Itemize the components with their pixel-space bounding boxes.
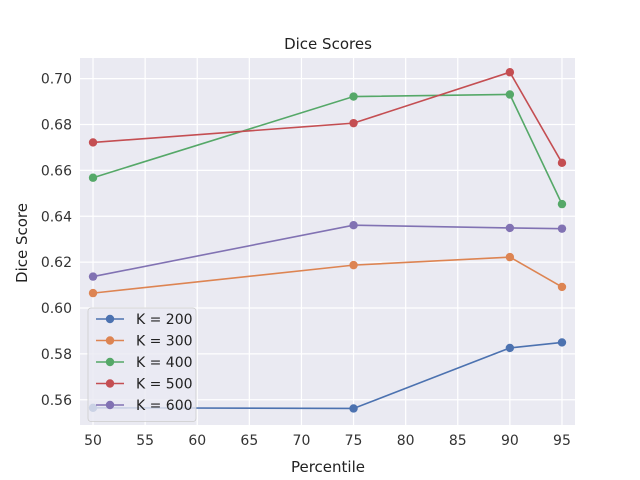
series-line xyxy=(92,71,563,164)
legend-marker xyxy=(105,314,115,324)
y-tick-label: 0.66 xyxy=(41,163,72,179)
y-tick-label: 0.58 xyxy=(41,347,72,363)
y-tick-label: 0.62 xyxy=(41,255,72,271)
x-tick-label: 55 xyxy=(136,433,154,449)
series-4 xyxy=(88,68,567,168)
data-point xyxy=(349,92,358,101)
legend-item: K = 500 xyxy=(96,377,193,393)
legend-marker xyxy=(105,379,115,388)
legend-marker xyxy=(105,357,115,367)
legend-box xyxy=(87,307,197,422)
chart-title: Dice Scores xyxy=(284,35,372,53)
legend-marker xyxy=(105,336,115,345)
series-3 xyxy=(88,90,567,209)
x-axis-ticks: 50 55 60 65 70 75 80 85 90 95 xyxy=(84,433,571,449)
x-tick-label: 80 xyxy=(397,433,415,449)
series-2 xyxy=(88,252,567,298)
data-point xyxy=(557,199,567,209)
y-axis-ticks: 0.56 0.58 0.60 0.62 0.64 0.66 0.68 0.70 xyxy=(41,72,72,409)
data-point xyxy=(557,338,567,347)
legend-label: K = 500 xyxy=(136,377,193,393)
legend: K = 200 K = 300 K = 400 K = 500 K = 600 xyxy=(87,307,197,422)
legend-item: K = 400 xyxy=(96,355,193,371)
data-point xyxy=(505,223,515,233)
x-tick-label: 50 xyxy=(84,433,102,449)
data-point xyxy=(349,118,358,128)
y-tick-label: 0.68 xyxy=(41,118,72,134)
data-point xyxy=(349,260,358,270)
data-point xyxy=(505,90,515,99)
series-line xyxy=(92,93,563,205)
x-tick-label: 90 xyxy=(501,433,519,449)
legend-label: K = 200 xyxy=(136,312,193,328)
legend-label: K = 600 xyxy=(136,398,193,414)
series-line xyxy=(92,224,562,278)
data-point xyxy=(88,272,98,281)
data-point xyxy=(349,221,358,230)
x-axis-label: Percentile xyxy=(291,458,365,476)
y-tick-label: 0.56 xyxy=(41,393,72,409)
series-line xyxy=(92,256,563,294)
x-tick-label: 60 xyxy=(188,433,206,449)
y-tick-label: 0.70 xyxy=(41,72,72,88)
legend-item: K = 600 xyxy=(96,398,193,414)
legend-label: K = 400 xyxy=(136,355,193,371)
data-point xyxy=(349,404,358,413)
data-point xyxy=(505,343,515,353)
x-tick-label: 85 xyxy=(449,433,467,449)
x-tick-label: 75 xyxy=(345,433,363,449)
y-tick-label: 0.60 xyxy=(41,301,72,317)
grid-lines xyxy=(80,58,575,425)
legend-item: K = 300 xyxy=(96,334,193,350)
data-point xyxy=(557,158,567,168)
legend-marker xyxy=(105,400,115,410)
x-tick-label: 70 xyxy=(293,433,311,449)
data-point xyxy=(88,138,98,147)
legend-item: K = 200 xyxy=(96,312,193,328)
data-point xyxy=(557,224,567,233)
x-tick-label: 65 xyxy=(240,433,258,449)
series-line xyxy=(93,341,563,410)
legend-label: K = 300 xyxy=(136,334,193,350)
data-point xyxy=(88,288,98,298)
data-point xyxy=(88,173,98,182)
data-point xyxy=(505,68,515,77)
data-point xyxy=(505,252,515,262)
x-tick-label: 95 xyxy=(553,433,571,449)
data-point xyxy=(557,282,567,292)
series-5 xyxy=(88,221,567,281)
y-axis-label: Dice Score xyxy=(13,203,31,283)
y-tick-label: 0.64 xyxy=(41,209,72,225)
